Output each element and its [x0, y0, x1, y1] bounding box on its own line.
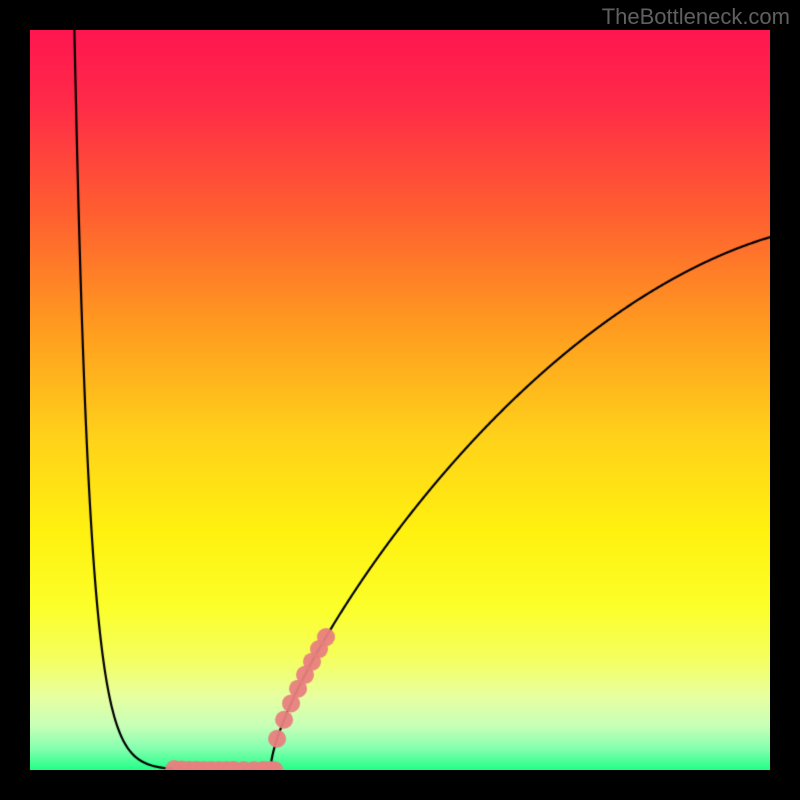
bottleneck-curve-chart [30, 30, 770, 770]
plot-frame [30, 30, 770, 770]
watermark-text: TheBottleneck.com [602, 4, 790, 30]
chart-stage: TheBottleneck.com [0, 0, 800, 800]
